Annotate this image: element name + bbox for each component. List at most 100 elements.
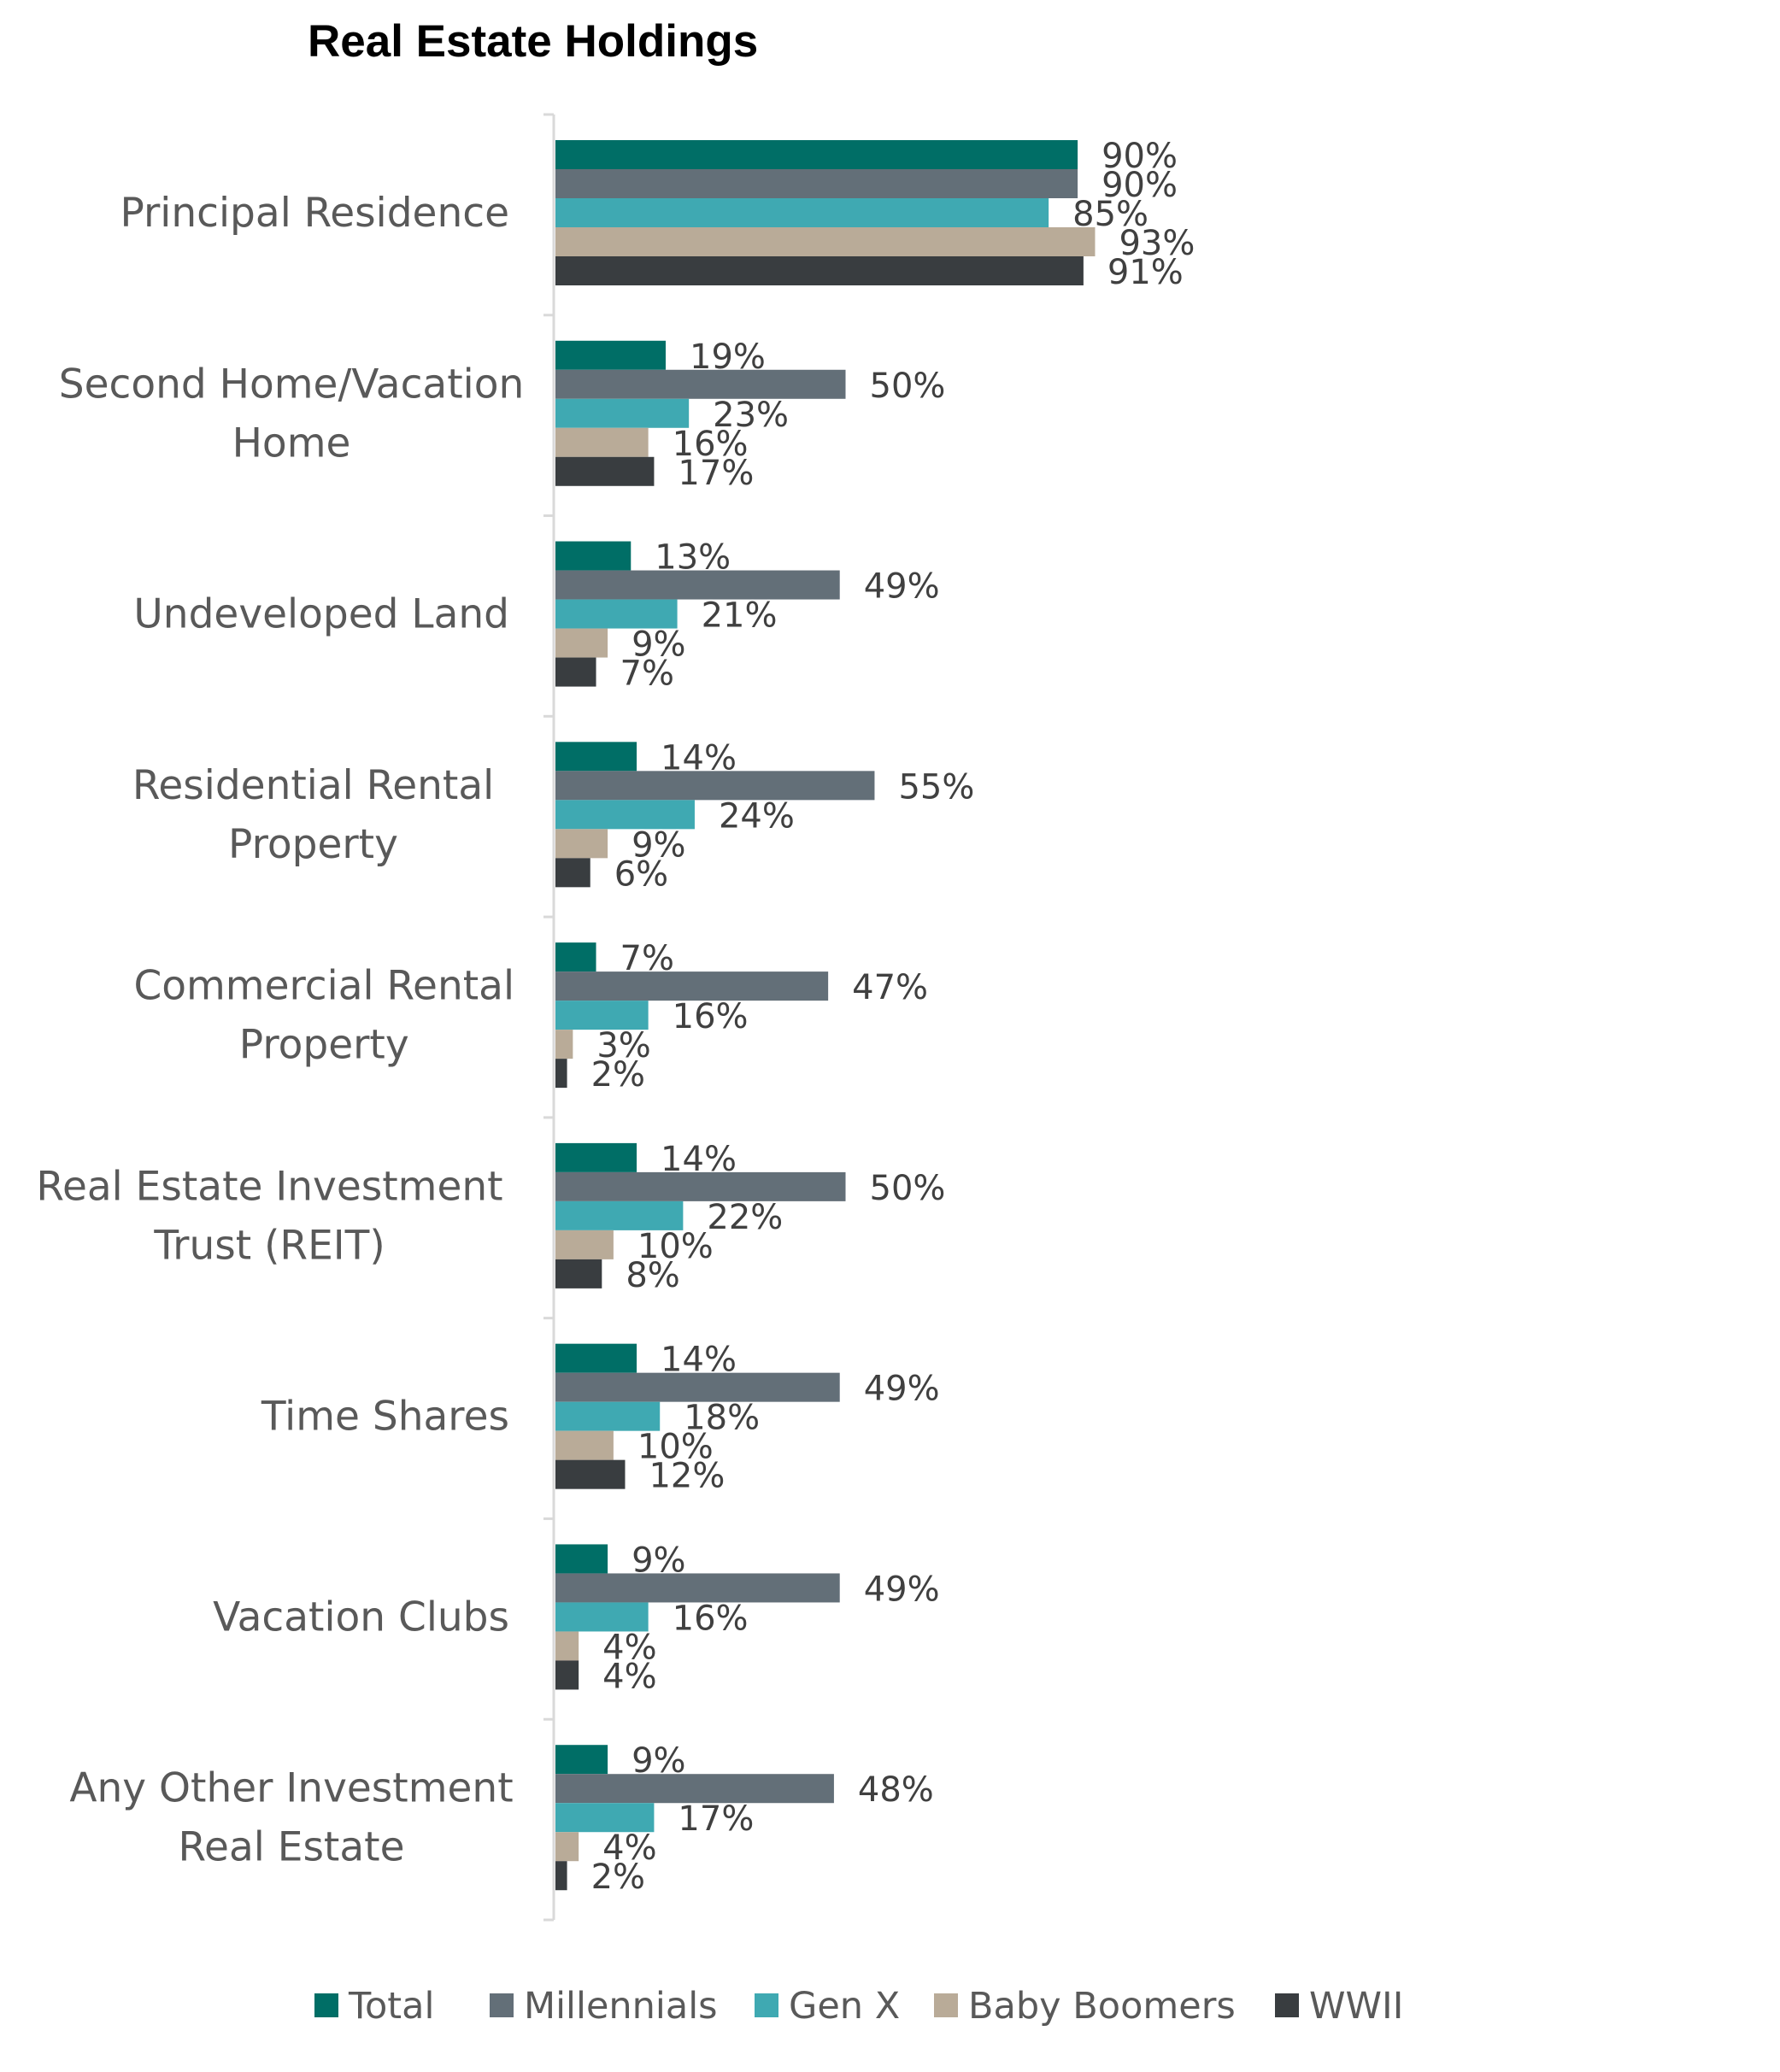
category-label-line: Property [239, 1022, 409, 1069]
category-label-line: Any Other Investment [69, 1765, 513, 1812]
category-label-line: Real Estate Investment [36, 1163, 502, 1210]
category-label: Undeveloped Land [133, 591, 509, 638]
bar-total [555, 340, 667, 370]
data-label: 24% [719, 796, 795, 836]
data-label: 90% [1101, 166, 1178, 205]
bar-total [555, 1142, 637, 1172]
data-label: 21% [702, 596, 778, 636]
data-label: 8% [626, 1256, 679, 1295]
bar-baby-boomers [555, 829, 608, 859]
data-label: 50% [870, 1169, 946, 1208]
category-label: Time Shares [261, 1394, 509, 1441]
category-label-line: Property [228, 821, 398, 868]
bar-millennials [555, 369, 846, 399]
data-label: 23% [713, 396, 789, 435]
bar-total [555, 942, 596, 972]
bar-total [555, 140, 1078, 169]
legend-swatch [1275, 1993, 1299, 2017]
data-label: 10% [637, 1428, 714, 1467]
data-label: 49% [864, 1570, 940, 1609]
data-label: 9% [632, 825, 685, 865]
legend-label: Millennials [524, 1985, 718, 2028]
bar-baby-boomers [555, 628, 608, 658]
bar-wwii [555, 1861, 567, 1891]
data-label: 18% [684, 1399, 760, 1438]
data-label: 55% [898, 767, 974, 807]
category-label: Real Estate Investment Trust (REIT) [36, 1163, 502, 1269]
bar-gen-x [555, 198, 1049, 227]
data-label: 4% [602, 1657, 656, 1696]
legend-swatch [755, 1993, 778, 2017]
category-label: Residential Rental Property [132, 762, 494, 868]
category-label: Principal Residence [120, 190, 509, 237]
bar-millennials [555, 1171, 846, 1201]
bar-millennials [555, 1372, 840, 1402]
bar-total [555, 1745, 608, 1775]
bar-baby-boomers [555, 1030, 573, 1059]
bar-gen-x [555, 800, 695, 830]
legend-swatch [490, 1993, 514, 2017]
data-label: 2% [591, 1055, 645, 1095]
bar-total [555, 541, 632, 571]
bar-millennials [555, 1573, 840, 1603]
category-label-line: Home [232, 420, 351, 467]
bar-wwii [555, 657, 596, 687]
data-label: 91% [1107, 253, 1184, 292]
bar-gen-x [555, 1200, 684, 1230]
bar-wwii [555, 456, 655, 486]
data-label: 50% [870, 367, 946, 406]
bar-wwii [555, 1459, 626, 1489]
bar-baby-boomers [555, 1631, 579, 1661]
bar-gen-x [555, 599, 678, 629]
data-label: 16% [673, 425, 749, 464]
bar-millennials [555, 169, 1078, 198]
bar-millennials [555, 1774, 834, 1804]
bar-gen-x [555, 1803, 655, 1833]
bar-total [555, 1343, 637, 1373]
legend-label: Total [348, 1985, 434, 2028]
category-label-line: Residential Rental [132, 762, 494, 809]
bar-baby-boomers [555, 427, 649, 457]
category-label-line: Real Estate [178, 1824, 404, 1871]
bar-wwii [555, 256, 1084, 285]
category-label: Second Home/Vacation Home [59, 361, 525, 467]
bar-gen-x [555, 1602, 649, 1632]
data-label: 93% [1119, 224, 1195, 263]
bar-total [555, 1544, 608, 1574]
bar-wwii [555, 1259, 602, 1288]
data-label: 47% [852, 968, 928, 1007]
bar-millennials [555, 570, 840, 600]
legend-swatch [314, 1993, 338, 2017]
data-label: 17% [678, 454, 754, 493]
data-label: 9% [632, 625, 685, 665]
category-label: Commercial Rental Property [133, 963, 514, 1069]
bar-gen-x [555, 1001, 649, 1030]
legend-label: Baby Boomers [968, 1985, 1236, 2028]
bar-baby-boomers [555, 1832, 579, 1862]
bar-gen-x [555, 1401, 661, 1431]
category-label-line: Commercial Rental [133, 963, 514, 1010]
bar-gen-x [555, 398, 690, 428]
data-label: 2% [591, 1858, 645, 1897]
data-label: 48% [858, 1770, 934, 1810]
category-label-line: Second Home/Vacation [59, 361, 525, 408]
data-label: 10% [637, 1227, 714, 1266]
data-label: 16% [673, 997, 749, 1036]
category-label-line: Trust (REIT) [153, 1222, 385, 1269]
bar-baby-boomers [555, 1230, 614, 1259]
bar-wwii [555, 1660, 579, 1690]
bar-total [555, 742, 637, 772]
bar-millennials [555, 971, 829, 1001]
data-label: 49% [864, 1370, 940, 1409]
data-label: 12% [649, 1457, 725, 1496]
bar-wwii [555, 1059, 567, 1089]
chart-title: Real Estate Holdings [308, 16, 759, 67]
data-label: 16% [673, 1599, 749, 1638]
data-label: 6% [614, 854, 668, 894]
data-label: 17% [678, 1799, 754, 1839]
bar-millennials [555, 771, 875, 801]
category-label: Any Other Investment Real Estate [69, 1765, 513, 1871]
data-label: 49% [864, 567, 940, 607]
bar-wwii [555, 858, 590, 888]
